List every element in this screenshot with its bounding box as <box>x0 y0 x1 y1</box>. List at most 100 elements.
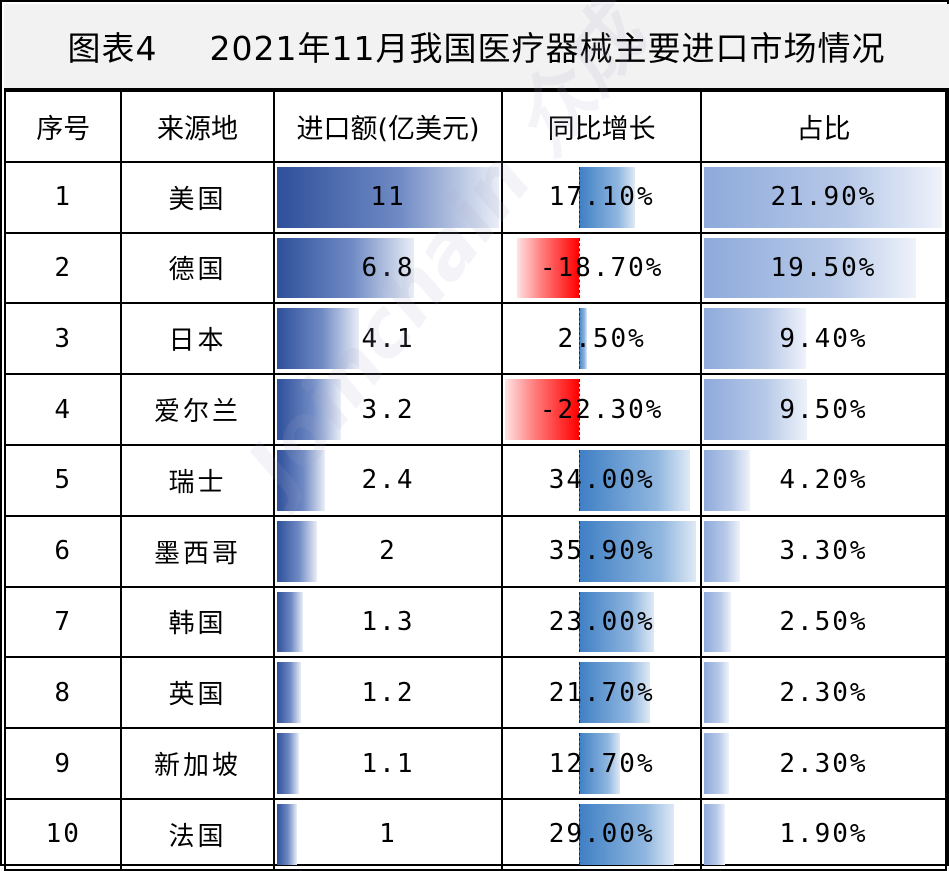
cell-amount-text: 1 <box>379 819 397 850</box>
chart-title: 图表4 2021年11月我国医疗器械主要进口市场情况 <box>4 4 949 90</box>
cell-yoy-text: 12.70% <box>548 748 655 779</box>
share-bar <box>703 591 732 653</box>
cell-source-text: 英国 <box>168 680 227 711</box>
cell-source: 瑞士 <box>120 443 275 517</box>
share-bar <box>703 662 729 724</box>
header-amount: 进口额(亿美元) <box>272 90 504 163</box>
yoy-bar <box>578 166 635 228</box>
cell-source-text: 墨西哥 <box>154 538 242 569</box>
table-row: 4 爱尔兰 3.2 -22.30% 9.50% <box>3 373 948 446</box>
cell-seq-text: 3 <box>54 323 73 354</box>
cell-share-text: 21.90% <box>770 182 877 213</box>
cell-seq: 3 <box>3 302 123 376</box>
table-row: 2 德国 6.8 -18.70% 19.50% <box>3 231 948 305</box>
header-seq: 序号 <box>3 90 123 163</box>
yoy-axis-line <box>578 449 580 511</box>
amount-bar <box>276 166 499 228</box>
yoy-axis-line <box>578 308 580 370</box>
cell-yoy: 23.00% <box>501 585 702 659</box>
yoy-bar <box>578 520 697 582</box>
cell-seq-text: 2 <box>54 252 73 283</box>
cell-seq: 5 <box>3 443 123 517</box>
cell-amount: 2 <box>272 514 504 588</box>
cell-share: 1.90% <box>699 797 948 871</box>
cell-yoy: -18.70% <box>501 231 702 305</box>
share-bar <box>703 379 808 440</box>
cell-amount: 2.4 <box>272 443 504 517</box>
cell-yoy: 35.90% <box>501 514 702 588</box>
cell-source-text: 法国 <box>168 821 227 852</box>
cell-seq-text: 4 <box>54 394 73 425</box>
cell-share: 2.30% <box>699 656 948 730</box>
cell-share-text: 2.50% <box>779 606 868 637</box>
yoy-bar <box>578 662 650 724</box>
cell-source: 德国 <box>120 231 275 305</box>
amount-bar <box>276 803 297 865</box>
yoy-axis-line <box>578 379 580 440</box>
data-table: 序号 来源地 进口额(亿美元) 同比增长 占比 1 美国 11 17.10% 21.90… <box>3 90 948 871</box>
yoy-bar <box>505 379 579 440</box>
yoy-bar <box>578 591 655 653</box>
cell-source: 法国 <box>120 797 275 871</box>
share-bar <box>703 733 729 794</box>
cell-amount: 4.1 <box>272 302 504 376</box>
amount-bar <box>276 733 299 794</box>
figure-label: 图表4 <box>67 29 158 68</box>
cell-share-text: 9.50% <box>779 394 868 425</box>
cell-seq: 10 <box>3 797 123 871</box>
header-source: 来源地 <box>120 90 275 163</box>
yoy-axis-line <box>578 591 580 653</box>
cell-yoy-text: 17.10% <box>548 182 655 213</box>
cell-share: 19.50% <box>699 231 948 305</box>
cell-yoy-text: 34.00% <box>548 465 655 496</box>
cell-share-text: 3.30% <box>779 536 868 567</box>
cell-yoy-text: 2.50% <box>557 323 646 354</box>
cell-share: 9.40% <box>699 302 948 376</box>
title-text: 2021年11月我国医疗器械主要进口市场情况 <box>209 29 886 68</box>
cell-seq-text: 10 <box>45 819 81 850</box>
amount-bar <box>276 308 360 370</box>
cell-amount-text: 1.1 <box>361 748 415 779</box>
share-bar <box>703 308 807 370</box>
cell-yoy-text: -18.70% <box>539 252 664 283</box>
cell-seq-text: 8 <box>54 677 73 708</box>
cell-amount: 3.2 <box>272 373 504 446</box>
cell-source: 英国 <box>120 656 275 730</box>
yoy-axis-line <box>578 733 580 794</box>
cell-amount-text: 1.2 <box>361 677 415 708</box>
cell-seq: 7 <box>3 585 123 659</box>
cell-yoy-text: -22.30% <box>539 394 664 425</box>
cell-amount-text: 11 <box>370 182 406 213</box>
cell-seq: 4 <box>3 373 123 446</box>
cell-yoy: 34.00% <box>501 443 702 517</box>
table-row: 8 英国 1.2 21.70% 2.30% <box>3 656 948 730</box>
cell-amount: 1.2 <box>272 656 504 730</box>
yoy-bar <box>517 237 579 299</box>
yoy-axis-line <box>578 803 580 865</box>
table-row: 1 美国 11 17.10% 21.90% <box>3 160 948 234</box>
cell-share: 3.30% <box>699 514 948 588</box>
cell-share: 9.50% <box>699 373 948 446</box>
share-bar <box>703 449 750 511</box>
header-share: 占比 <box>699 90 948 163</box>
amount-bar <box>276 520 317 582</box>
yoy-axis-line <box>578 166 580 228</box>
amount-bar <box>276 449 326 511</box>
cell-share-text: 4.20% <box>779 465 868 496</box>
cell-seq: 8 <box>3 656 123 730</box>
cell-seq: 6 <box>3 514 123 588</box>
amount-bar <box>276 591 303 653</box>
header-yoy: 同比增长 <box>501 90 702 163</box>
cell-seq-text: 9 <box>54 748 73 779</box>
table-row: 6 墨西哥 2 35.90% 3.30% <box>3 514 948 588</box>
cell-yoy: -22.30% <box>501 373 702 446</box>
cell-yoy: 17.10% <box>501 160 702 234</box>
cell-share-text: 9.40% <box>779 323 868 354</box>
yoy-bar <box>578 803 674 865</box>
cell-source-text: 韩国 <box>168 609 227 640</box>
cell-yoy: 29.00% <box>501 797 702 871</box>
table-row: 5 瑞士 2.4 34.00% 4.20% <box>3 443 948 517</box>
cell-yoy: 21.70% <box>501 656 702 730</box>
cell-amount: 6.8 <box>272 231 504 305</box>
cell-source: 美国 <box>120 160 275 234</box>
